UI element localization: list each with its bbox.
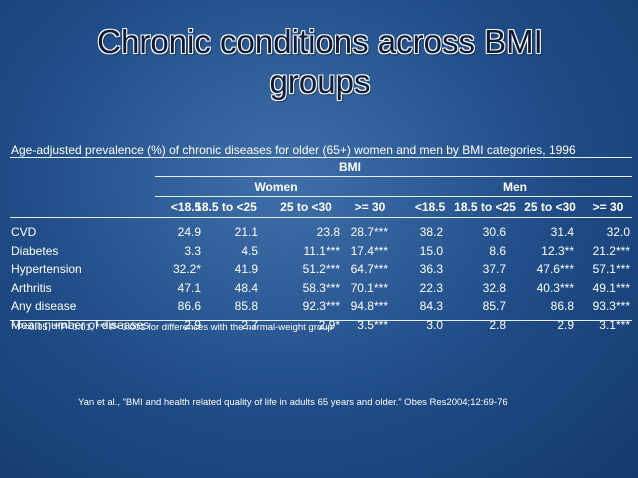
table-footnote: * P<0.05, **P<0.01, *** P<0.001 for diff… [11,322,333,333]
table-cell: 30.6 [482,225,506,239]
table-cell: 2.9* [318,317,340,332]
column-header: 18.5 to <25 [195,200,257,214]
rule-sex [155,196,632,197]
rule-header-bottom [10,217,632,218]
table-cell: 64.7*** [350,262,388,276]
table-cell: 48.4 [234,280,258,295]
table-cell: 94.8*** [350,299,388,313]
row-label: Arthritis [11,280,52,295]
table-cell: 3.3 [184,243,201,258]
slide-title-line2: groups [269,63,371,100]
column-header: >= 30 [592,200,624,214]
table-cell: 86.8 [550,299,574,313]
table-cell: 58.3*** [302,280,340,295]
table-cell: 11.1*** [303,243,340,258]
table-cell: 37.7 [482,262,506,276]
slide-title: Chronic conditions across BMI groups [40,22,600,102]
table-cell: 23.8 [316,225,340,239]
table-cell: 3.5*** [357,317,388,332]
rule-bmi [155,176,632,177]
table-cell: 92.3*** [302,299,340,313]
table-cell: 38.2 [419,225,443,239]
table-cell: 70.1*** [350,280,388,295]
table-cell: 2.9 [557,317,574,332]
column-header: <18.5 [414,200,446,214]
table-cell: 47.1 [177,280,201,295]
table-cell: 31.4 [550,225,574,239]
table-cell: 85.8 [234,299,258,313]
table-cell: 24.9 [177,225,201,239]
table-cell: 41.9 [234,262,258,276]
column-header: 25 to <30 [524,200,576,214]
citation: Yan et al., “BMI and health related qual… [78,397,508,408]
table-caption: Age-adjusted prevalence (%) of chronic d… [11,143,576,157]
table-cell: 40.3*** [536,280,574,295]
column-header: >= 30 [354,200,386,214]
table-cell: 2.8 [489,317,506,332]
table-cell: 93.3*** [592,299,630,313]
table-cell: 15.0 [419,243,443,258]
row-label: CVD [11,225,37,239]
table-cell: 47.6*** [536,262,574,276]
table-cell: 32.2* [172,262,201,276]
table-cell: 32.8 [482,280,506,295]
table-cell: 86.6 [177,299,201,313]
table-cell: 4.5 [241,243,258,258]
table-cell: 22.3 [419,280,443,295]
table-cell: 51.2*** [302,262,340,276]
table-cell: 32.0 [606,225,630,239]
bmi-group-header: BMI [339,160,361,174]
men-header: Men [503,180,527,194]
row-label: Any disease [11,299,77,313]
row-label: Hypertension [11,262,82,276]
table-cell: 28.7*** [350,225,388,239]
table-cell: 12.3** [541,243,574,258]
table-cell: 36.3 [419,262,443,276]
rule-top [10,157,632,158]
table-cell: 3.0 [426,317,443,332]
column-header: 18.5 to <25 [454,200,516,214]
table-cell: 17.4*** [350,243,388,258]
table-cell: 21.2*** [592,243,630,258]
women-header: Women [254,180,298,194]
row-label: Mean number of diseases [11,317,150,332]
table-cell: 2.9 [184,317,201,332]
column-header: 25 to <30 [280,200,332,214]
table-cell: 2.7 [241,317,258,332]
table-cell: 21.1 [234,225,258,239]
table-cell: 49.1*** [592,280,630,295]
table-cell: 85.7 [482,299,506,313]
column-header: <18.5 [170,200,202,214]
table-cell: 84.3 [419,299,443,313]
table-cell: 57.1*** [592,262,630,276]
slide-title-line1: Chronic conditions across BMI [97,23,543,60]
table-cell: 8.6 [489,243,506,258]
rule-bottom [10,320,632,321]
table-cell: 3.1*** [599,317,630,332]
row-label: Diabetes [11,243,59,258]
